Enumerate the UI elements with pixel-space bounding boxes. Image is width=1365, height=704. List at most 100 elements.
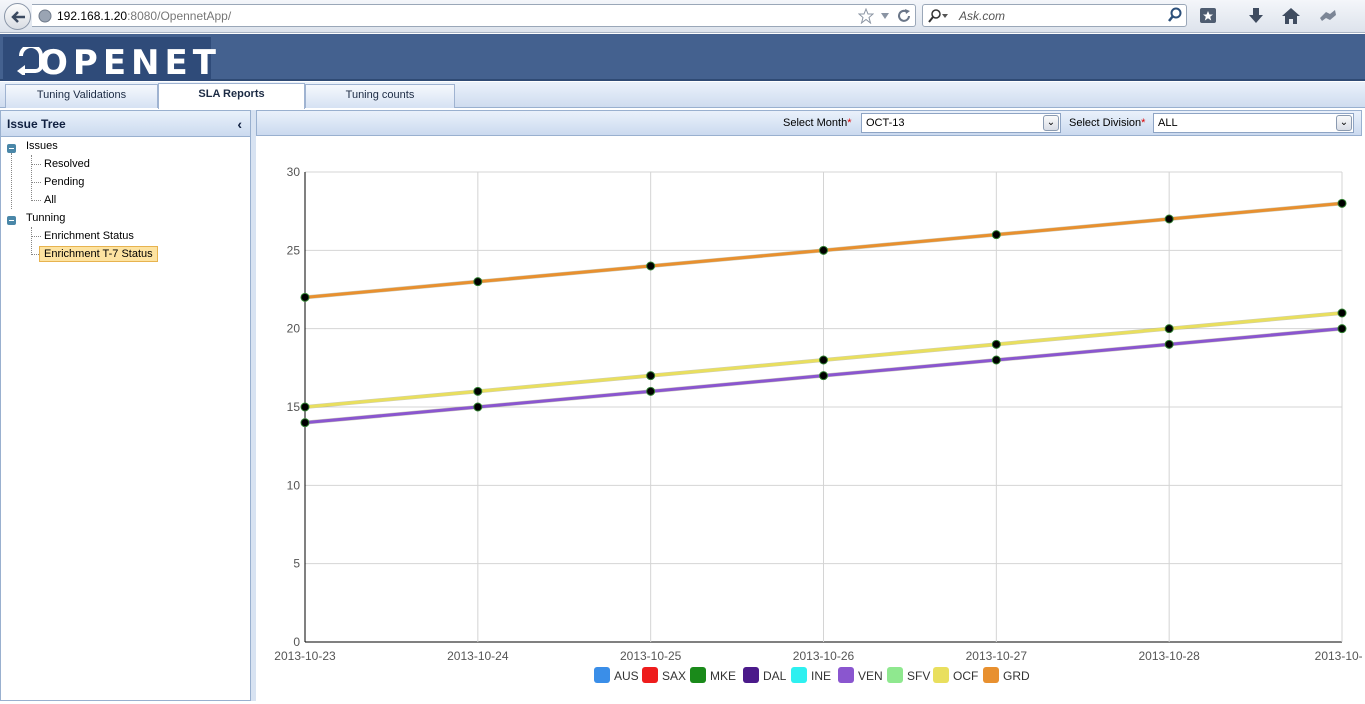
data-point-ven [991, 355, 1001, 365]
chevron-down-icon[interactable]: ⌄ [1336, 115, 1352, 131]
collapse-toggle-icon[interactable] [7, 144, 16, 153]
tab-tuning-counts[interactable]: Tuning counts [305, 84, 455, 108]
tab-bar: Tuning Validations SLA Reports Tuning co… [0, 82, 1365, 109]
logo-text: OPENET [39, 43, 221, 83]
data-point-grd [991, 230, 1001, 240]
chevron-down-icon[interactable]: ⌄ [1043, 115, 1059, 131]
legend-swatch [983, 667, 999, 683]
y-tick-label: 0 [293, 635, 300, 649]
data-point-grd [1164, 214, 1174, 224]
chart-legend: AUS SAX MKE DAL INE VEN SFV OCF GRD [594, 667, 1030, 683]
back-arrow-icon [11, 11, 25, 23]
collapse-chevron-left-icon[interactable]: ‹ [237, 116, 242, 132]
tree-node-all[interactable]: All [44, 194, 57, 206]
legend-swatch [933, 667, 949, 683]
legend-item-mke[interactable]: MKE [690, 667, 736, 683]
legend-label: GRD [1003, 669, 1030, 683]
sla-line-chart: 0 5 10 15 20 25 30 2013-10-23 2013-10-24 2013-10-… [274, 165, 1365, 683]
legend-label: OCF [953, 669, 978, 683]
legend-item-aus[interactable]: AUS [594, 667, 639, 683]
y-tick-label: 25 [287, 243, 301, 257]
legend-label: AUS [614, 669, 639, 683]
tree-node-issues[interactable]: Issues [26, 140, 58, 152]
search-input[interactable]: Ask.com [922, 4, 1187, 27]
x-tick-label: 2013-10-27 [966, 649, 1028, 663]
tree-node-enrichment-status[interactable]: Enrichment Status [44, 230, 134, 242]
legend-item-sfv[interactable]: SFV [887, 667, 930, 683]
data-point-ocf [473, 386, 483, 396]
issue-tree-panel: Issue Tree ‹ Issues Resolved Pending All… [0, 110, 251, 701]
url-text: 192.168.1.20:8080/OpennetApp/ [57, 9, 232, 23]
legend-item-sax[interactable]: SAX [642, 667, 686, 683]
legend-swatch [594, 667, 610, 683]
legend-item-dal[interactable]: DAL [743, 667, 787, 683]
downloads-icon[interactable] [1246, 6, 1266, 26]
x-tick-label: 2013-10-2 [1315, 649, 1362, 663]
division-label: Select Division* [1069, 117, 1146, 129]
legend-swatch [887, 667, 903, 683]
x-tick-label: 2013-10-28 [1138, 649, 1200, 663]
data-point-ven [1164, 339, 1174, 349]
y-tick-label: 10 [287, 478, 301, 492]
globe-icon [38, 9, 52, 23]
x-tick-label: 2013-10-24 [447, 649, 509, 663]
data-point-grd [300, 292, 310, 302]
tree-node-tunning[interactable]: Tunning [26, 212, 66, 224]
legend-item-ocf[interactable]: OCF [933, 667, 978, 683]
y-tick-label: 20 [287, 322, 301, 336]
legend-swatch [791, 667, 807, 683]
month-value: OCT-13 [866, 117, 905, 129]
legend-item-ine[interactable]: INE [791, 667, 831, 683]
collapse-toggle-icon[interactable] [7, 216, 16, 225]
tab-tuning-validations[interactable]: Tuning Validations [5, 84, 158, 108]
data-point-grd [1337, 198, 1347, 208]
legend-item-ven[interactable]: VEN [838, 667, 883, 683]
data-point-ven [819, 371, 828, 381]
history-dropdown-icon[interactable] [880, 11, 890, 21]
data-point-ocf [646, 371, 656, 381]
data-point-ocf [1337, 308, 1347, 318]
data-point-ocf [991, 339, 1001, 349]
y-tick-label: 30 [287, 165, 301, 179]
y-tick-label: 5 [293, 557, 300, 571]
data-point-grd [646, 261, 656, 271]
y-tick-label: 15 [287, 400, 301, 414]
tree-node-resolved[interactable]: Resolved [44, 158, 90, 170]
month-label: Select Month* [783, 117, 852, 129]
bookmark-star-icon[interactable] [858, 8, 874, 24]
panel-header: Issue Tree ‹ [1, 111, 250, 137]
reload-icon[interactable] [896, 8, 912, 24]
division-select[interactable]: ALL ⌄ [1153, 113, 1354, 133]
search-placeholder: Ask.com [959, 9, 1006, 23]
month-select[interactable]: OCT-13 ⌄ [861, 113, 1061, 133]
search-engine-icon [928, 9, 948, 23]
back-button[interactable] [4, 3, 31, 30]
legend-swatch [838, 667, 854, 683]
data-point-ven [646, 386, 656, 396]
legend-item-grd[interactable]: GRD [983, 667, 1030, 683]
url-bar[interactable]: 192.168.1.20:8080/OpennetApp/ [32, 4, 916, 27]
tree-line [31, 182, 41, 183]
tree-line [31, 155, 32, 201]
x-tick-label: 2013-10-26 [793, 649, 855, 663]
legend-label: SAX [662, 669, 686, 683]
panel-splitter[interactable] [251, 110, 256, 701]
tree-line [31, 164, 41, 165]
legend-label: SFV [907, 669, 930, 683]
tab-sla-reports[interactable]: SLA Reports [158, 83, 305, 109]
bookmarks-menu-icon[interactable] [1199, 6, 1219, 26]
addon-icon[interactable] [1317, 6, 1337, 26]
division-value: ALL [1158, 117, 1178, 129]
tree-line [31, 236, 41, 237]
logo-swirl-icon [17, 47, 43, 75]
legend-swatch [690, 667, 706, 683]
tree-line [31, 227, 32, 255]
legend-label: DAL [763, 669, 787, 683]
data-point-ocf [300, 402, 310, 412]
tree-node-pending[interactable]: Pending [44, 176, 85, 188]
search-icon[interactable] [1167, 7, 1183, 23]
legend-label: VEN [858, 669, 883, 683]
tree-node-enrichment-t7-status[interactable]: Enrichment T-7 Status [39, 246, 158, 262]
home-icon[interactable] [1281, 6, 1301, 26]
logo: OPENET [3, 37, 216, 83]
